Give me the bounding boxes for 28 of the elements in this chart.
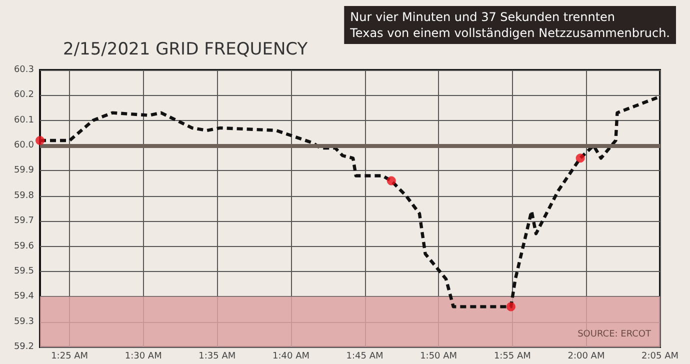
x-tick-label: 2:05 AM — [642, 352, 678, 362]
x-tick-label: 1:30 AM — [124, 352, 162, 362]
y-tick-label: 60.1 — [14, 115, 34, 126]
chart-title: 2/15/2021 GRID FREQUENCY — [63, 40, 308, 60]
x-tick-label: 1:55 AM — [494, 352, 531, 362]
point — [386, 176, 396, 186]
y-tick-label: 59.9 — [14, 166, 34, 176]
y-tick-label: 59.2 — [14, 342, 34, 352]
y-tick-label: 60.3 — [14, 65, 34, 75]
y-tick-label: 60.2 — [14, 90, 34, 100]
point — [576, 154, 585, 163]
y-tick-label: 59.3 — [14, 316, 34, 327]
y-tick-label: 59.7 — [14, 216, 34, 226]
y-tick-label: 59.8 — [14, 190, 34, 201]
x-tick-label: 1:35 AM — [198, 352, 236, 362]
text: Nur vier Minuten und 37 Sekunden trennten Texas von einem vollständigen Netzzusammenbruch. — [349, 10, 670, 40]
x-tick-label: 1:40 AM — [272, 352, 310, 362]
x-tick-label: 1:45 AM — [346, 352, 384, 362]
point — [36, 136, 44, 146]
y-tick-label: 59.5 — [14, 266, 34, 276]
x-tick-label: 1:50 AM — [420, 352, 458, 362]
annotation: SOURCE: ERCOT — [578, 330, 652, 340]
y-tick-label: 59.6 — [14, 241, 34, 252]
y-tick-label: 59.4 — [14, 292, 34, 302]
x-tick-label: 1:25 AM — [51, 352, 88, 362]
point — [506, 302, 516, 312]
x-tick-label: 2:00 AM — [568, 352, 605, 362]
y-tick-label: 60.0 — [14, 140, 34, 151]
